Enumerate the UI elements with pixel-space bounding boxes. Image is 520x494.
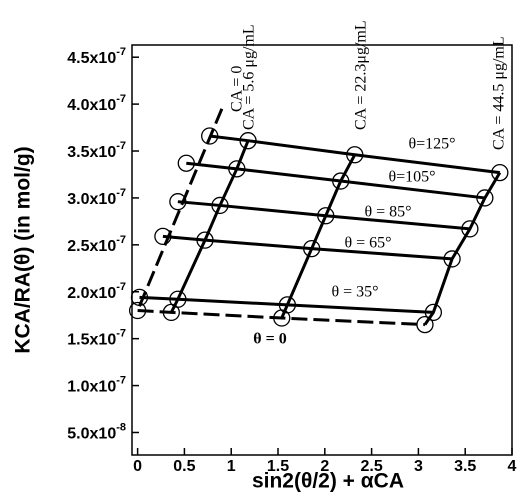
plot-frame — [131, 44, 513, 456]
y-tick-label: 1.5x10-7 — [67, 328, 126, 349]
data-point — [154, 227, 172, 246]
data-point — [491, 163, 509, 182]
line — [280, 154, 357, 319]
x-tick-label: 1.5 — [267, 458, 289, 475]
line — [177, 200, 471, 231]
y-tick-label: 2.0x10-7 — [67, 281, 126, 302]
x-tick-label: 0.5 — [173, 458, 195, 475]
data-point — [128, 301, 147, 320]
data-point — [346, 146, 364, 164]
x-tick-label: 3.5 — [454, 458, 476, 475]
line-label: θ = 85° — [364, 204, 411, 221]
y-tick-label: 4.0x10-7 — [67, 93, 126, 114]
y-tick-mantissa: 4.0x10 — [67, 97, 116, 114]
x-tick-label: 3 — [414, 458, 423, 475]
data-point — [303, 239, 321, 258]
line — [162, 234, 453, 261]
data-point — [201, 127, 219, 145]
data-point — [273, 309, 291, 327]
x-tick-label: 1 — [227, 458, 236, 475]
data-point — [177, 154, 195, 172]
y-tick-mantissa: 3.5x10 — [67, 144, 116, 161]
data-point — [211, 196, 229, 215]
y-tick-mantissa: 2.0x10 — [67, 285, 116, 302]
data-point — [476, 189, 494, 207]
data-point — [169, 193, 187, 211]
line — [423, 171, 502, 326]
y-tick-label: 4.5x10-7 — [67, 46, 126, 67]
line-label: CA = 0 — [229, 66, 246, 112]
y-tick-mantissa: 1.5x10 — [67, 332, 116, 349]
x-tick-label: 2 — [320, 458, 329, 475]
y-tick-mantissa: 1.0x10 — [67, 379, 116, 396]
data-point — [228, 160, 246, 178]
data-point — [424, 303, 443, 322]
data-point — [332, 172, 350, 190]
y-axis-title: KCA/RA(θ) (in mol/g) — [12, 146, 35, 353]
line — [139, 295, 434, 314]
y-tick-exponent: -7 — [116, 46, 126, 58]
data-point — [461, 220, 479, 238]
y-tick-exponent: -7 — [116, 187, 126, 199]
y-tick-label: 3.5x10-7 — [67, 140, 126, 161]
y-tick-mantissa: 4.5x10 — [67, 50, 116, 67]
dashed-line — [136, 108, 224, 312]
dashed-line — [137, 309, 426, 327]
data-point — [416, 315, 434, 334]
line — [209, 134, 501, 175]
x-axis-title: sin2(θ/2) + αCA — [252, 470, 404, 493]
y-tick-exponent: -7 — [116, 140, 126, 152]
data-point — [239, 132, 257, 150]
y-tick-exponent: -7 — [116, 281, 126, 293]
y-tick-exponent: -7 — [116, 374, 126, 386]
y-tick-mantissa: 2.5x10 — [67, 238, 116, 255]
y-tick-exponent: -7 — [116, 328, 126, 340]
y-tick-label: 2.5x10-7 — [67, 234, 126, 255]
y-tick-mantissa: 5.0x10 — [67, 426, 116, 443]
data-point — [196, 231, 214, 249]
line-label: CA = 5.6 μg/mL — [241, 24, 258, 130]
x-tick-label: 0 — [133, 458, 142, 475]
y-tick-label: 1.0x10-7 — [67, 374, 126, 395]
line-label: θ=125° — [408, 136, 455, 153]
line-label: θ = 35° — [331, 284, 378, 301]
line-label: CA = 44.5 μg/mL — [491, 36, 508, 150]
y-tick-label: 3.0x10-7 — [67, 187, 126, 208]
y-tick-label: 5.0x10-8 — [67, 421, 126, 442]
line-label: CA = 22.3μg/mL — [353, 20, 370, 130]
line-label: θ = 65° — [344, 235, 391, 252]
data-point — [162, 303, 180, 322]
x-tick-label: 2.5 — [360, 458, 382, 475]
line-label: θ = 0 — [253, 331, 286, 348]
line — [186, 161, 486, 200]
data-point — [130, 288, 149, 307]
y-tick-exponent: -7 — [116, 93, 126, 105]
data-point — [317, 207, 335, 225]
data-point — [443, 250, 461, 268]
line-label: θ=105° — [388, 169, 435, 186]
line — [169, 140, 250, 314]
x-tick-label: 4 — [508, 458, 517, 475]
y-tick-mantissa: 3.0x10 — [67, 191, 116, 208]
y-tick-exponent: -8 — [116, 421, 126, 433]
y-tick-exponent: -7 — [116, 234, 126, 246]
